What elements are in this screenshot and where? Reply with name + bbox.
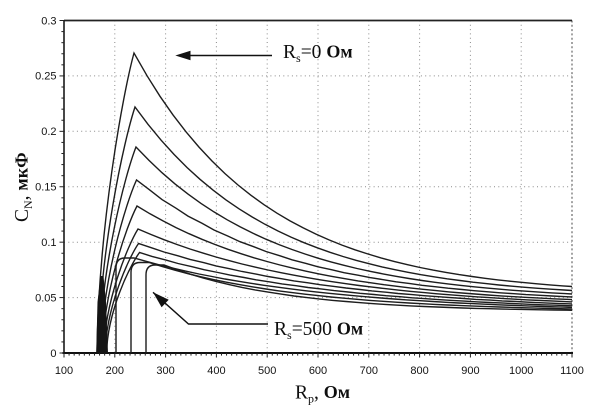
svg-text:1100: 1100 bbox=[560, 365, 584, 377]
svg-text:500: 500 bbox=[258, 365, 276, 377]
svg-text:Rs=500 Ом: Rs=500 Ом bbox=[274, 319, 363, 343]
svg-text:1000: 1000 bbox=[509, 365, 533, 377]
svg-text:0.3: 0.3 bbox=[41, 15, 56, 27]
svg-text:600: 600 bbox=[309, 365, 327, 377]
svg-text:0.05: 0.05 bbox=[35, 292, 56, 304]
svg-text:300: 300 bbox=[156, 365, 174, 377]
svg-text:0.25: 0.25 bbox=[35, 71, 56, 83]
svg-text:CN, мкФ: CN, мкФ bbox=[12, 152, 36, 222]
svg-text:Rs=0 Ом: Rs=0 Ом bbox=[283, 42, 353, 66]
svg-text:900: 900 bbox=[461, 365, 479, 377]
svg-text:0: 0 bbox=[50, 348, 56, 360]
svg-text:200: 200 bbox=[106, 365, 124, 377]
svg-text:0.1: 0.1 bbox=[41, 237, 56, 249]
svg-text:800: 800 bbox=[410, 365, 428, 377]
svg-text:100: 100 bbox=[55, 365, 73, 377]
svg-text:400: 400 bbox=[207, 365, 225, 377]
svg-text:0.15: 0.15 bbox=[35, 182, 56, 194]
svg-text:Rp, Ом: Rp, Ом bbox=[295, 382, 350, 406]
svg-text:0.2: 0.2 bbox=[41, 126, 56, 138]
svg-text:700: 700 bbox=[360, 365, 378, 377]
